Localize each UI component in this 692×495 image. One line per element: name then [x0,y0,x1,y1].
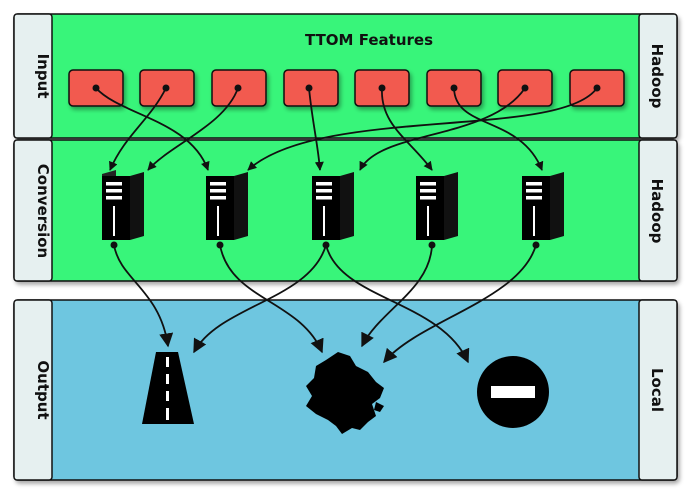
feature-to-server-arrows [92,84,601,171]
output-left-label: Output [34,360,52,419]
input-right-label: Hadoop [648,44,666,109]
output-right-label: Local [648,368,666,412]
server-to-output-arrows [110,241,540,364]
server-icon [206,172,248,240]
server-icon [312,172,354,240]
colombia-map-icon [306,352,384,434]
road-icon [142,352,194,424]
input-left-label: Input [34,54,52,99]
server-icon [522,172,564,240]
input-row: Input Hadoop TTOM Features [13,13,678,139]
server-icon [416,172,458,240]
diagram-title: TTOM Features [305,31,433,49]
servers [102,170,564,240]
conversion-left-label: Conversion [34,164,52,258]
conversion-right-label: Hadoop [648,179,666,244]
server-icon [102,170,144,240]
no-entry-icon [477,356,549,428]
